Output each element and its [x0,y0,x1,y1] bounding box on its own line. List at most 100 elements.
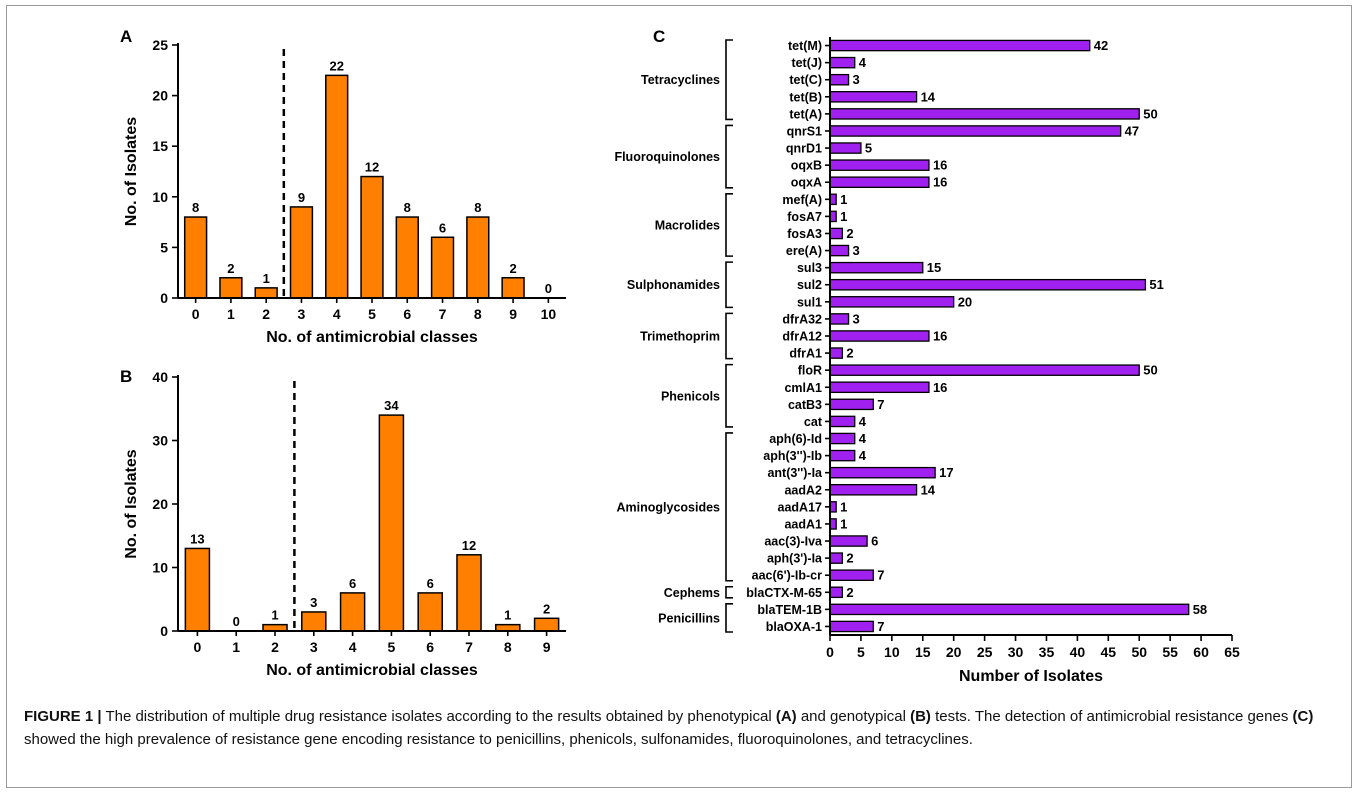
panel-a-bar-value-label: 8 [474,200,481,215]
panel-c-x-tick-label: 5 [857,644,865,660]
panel-c-bar [829,159,930,171]
caption-text-1: The distribution of multiple drug resist… [101,708,776,725]
panel-c-bar [829,244,850,257]
panel-c-bar-value-label: 3 [853,311,860,326]
panel-a-x-tick-label: 1 [227,306,235,322]
panel-c-bar-value-label: 3 [853,243,860,258]
panel-c-bar-value-label: 42 [1094,38,1108,53]
panel-c-bar-value-label: 14 [921,89,936,104]
panel-a-bar-value-label: 8 [404,200,411,215]
panel-a-bar [325,74,349,299]
panel-c-gene-label: aph(6)-Id [769,432,822,446]
panel-a-y-tick-label: 20 [152,88,168,104]
panel-c-bar [829,466,936,479]
panel-c-group-bracket [725,39,733,121]
panel-a-bar-value-label: 0 [545,281,552,296]
panel-c-bar [829,91,918,103]
panel-b-bar-value-label: 0 [233,614,240,629]
panel-c-bar-value-label: 16 [933,329,947,344]
panel-c-bar [829,142,862,154]
panel-a-chart: A80211293224125866788290100510152025No. … [120,27,566,346]
panel-a-x-tick-label: 0 [192,306,200,322]
panel-c-group-bracket [725,192,733,257]
panel-c-gene-label: aph(3'')-Ib [763,449,822,463]
panel-b-bar [378,414,405,632]
panel-c-group-label: Macrolides [655,218,720,232]
panel-c-group-label: Trimethoprim [640,330,720,344]
panel-c-bar [829,603,1190,616]
panel-c-bar [829,278,1147,291]
panel-c-x-tick-label: 45 [1101,644,1117,660]
panel-c-gene-label: tet(J) [791,56,822,70]
panel-b-bar-value-label: 2 [543,601,550,616]
panel-c-bar [829,449,856,462]
panel-c-bar [829,296,955,308]
panel-c-bar-value-label: 14 [921,482,936,497]
panel-c-bar-value-label: 20 [958,294,972,309]
panel-a-bar [466,216,490,299]
panel-c-bar [829,261,924,274]
panel-c-group-label: Cephems [664,586,720,600]
panel-c-bar [829,125,1122,137]
panel-c-x-tick-label: 15 [915,644,931,660]
panel-c-bar-value-label: 1 [840,209,847,224]
panel-b-bar-value-label: 6 [349,576,356,591]
panel-a-x-tick-label: 10 [541,306,557,322]
figure-panels: A80211293224125866788290100510152025No. … [120,27,1240,685]
panel-b-bar [456,554,482,632]
panel-c-gene-label: catB3 [788,398,822,412]
panel-c-bar-value-label: 1 [840,516,847,531]
panel-a-x-tick-label: 4 [333,306,341,322]
panel-c-panel-letter: C [653,27,665,46]
panel-a-y-tick-label: 15 [152,138,168,154]
panel-a-bar-value-label: 2 [509,261,516,276]
panel-c-x-tick-label: 30 [1008,644,1024,660]
panel-c-gene-label: sul3 [797,261,822,275]
caption-label: FIGURE 1 | [24,708,102,725]
caption-text-4: showed the high prevalence of resistance… [24,731,973,748]
panel-b-x-tick-label: 0 [194,639,202,655]
panel-c-gene-label: blaOXA-1 [766,620,822,634]
panel-c-group-label: Penicillins [658,611,720,625]
panel-b-bar [301,611,327,632]
panel-c-gene-label: aph(3')-Ia [767,552,823,566]
panel-c-group-bracket [725,585,733,599]
panel-c-bar-value-label: 17 [939,465,953,480]
panel-c-gene-label: blaTEM-1B [757,603,822,617]
panel-c-bar-value-label: 7 [877,619,884,634]
panel-a-x-tick-label: 9 [509,306,517,322]
panel-c-bar-value-label: 4 [859,414,867,429]
caption-ref-c: (C) [1292,708,1314,725]
panel-a-x-tick-label: 8 [474,306,482,322]
panel-a-bar-value-label: 6 [439,220,446,235]
panel-a-x-tick-label: 3 [298,306,306,322]
panel-c-group-bracket [725,603,733,633]
panel-c-gene-label: cat [804,415,823,429]
panel-c-bar-value-label: 58 [1193,602,1207,617]
panel-c-bar-value-label: 1 [840,499,847,514]
figure-frame [6,5,1352,788]
panel-c-x-tick-label: 10 [884,644,900,660]
panel-a-bar-value-label: 9 [298,190,305,205]
panel-c-group-bracket [725,261,733,309]
panel-c-bar [829,227,844,240]
panel-c-bar-value-label: 6 [871,534,878,549]
panel-c-bar-value-label: 4 [859,448,867,463]
panel-b-x-tick-label: 4 [349,639,357,655]
panel-c-gene-label: dfrA12 [782,330,822,344]
panel-a-bar [289,206,314,299]
caption-text-2: and genotypical [796,708,911,725]
panel-a-bar [254,287,278,299]
panel-c-x-tick-label: 50 [1131,644,1147,660]
panel-b-x-axis-title: No. of antimicrobial classes [266,662,478,679]
panel-c-bar-value-label: 4 [859,431,867,446]
panel-a-y-tick-label: 25 [152,37,168,53]
panel-c-bar [829,552,844,564]
panel-c-gene-label: aac(6')-Ib-cr [752,569,822,583]
panel-c-bar [829,381,930,394]
panel-c-gene-label: fosA3 [787,227,822,241]
panel-c-bar-value-label: 7 [877,568,884,583]
panel-a-bar-value-label: 8 [192,200,199,215]
panel-c-bar [829,535,868,547]
panel-c-bar-value-label: 15 [927,260,941,275]
